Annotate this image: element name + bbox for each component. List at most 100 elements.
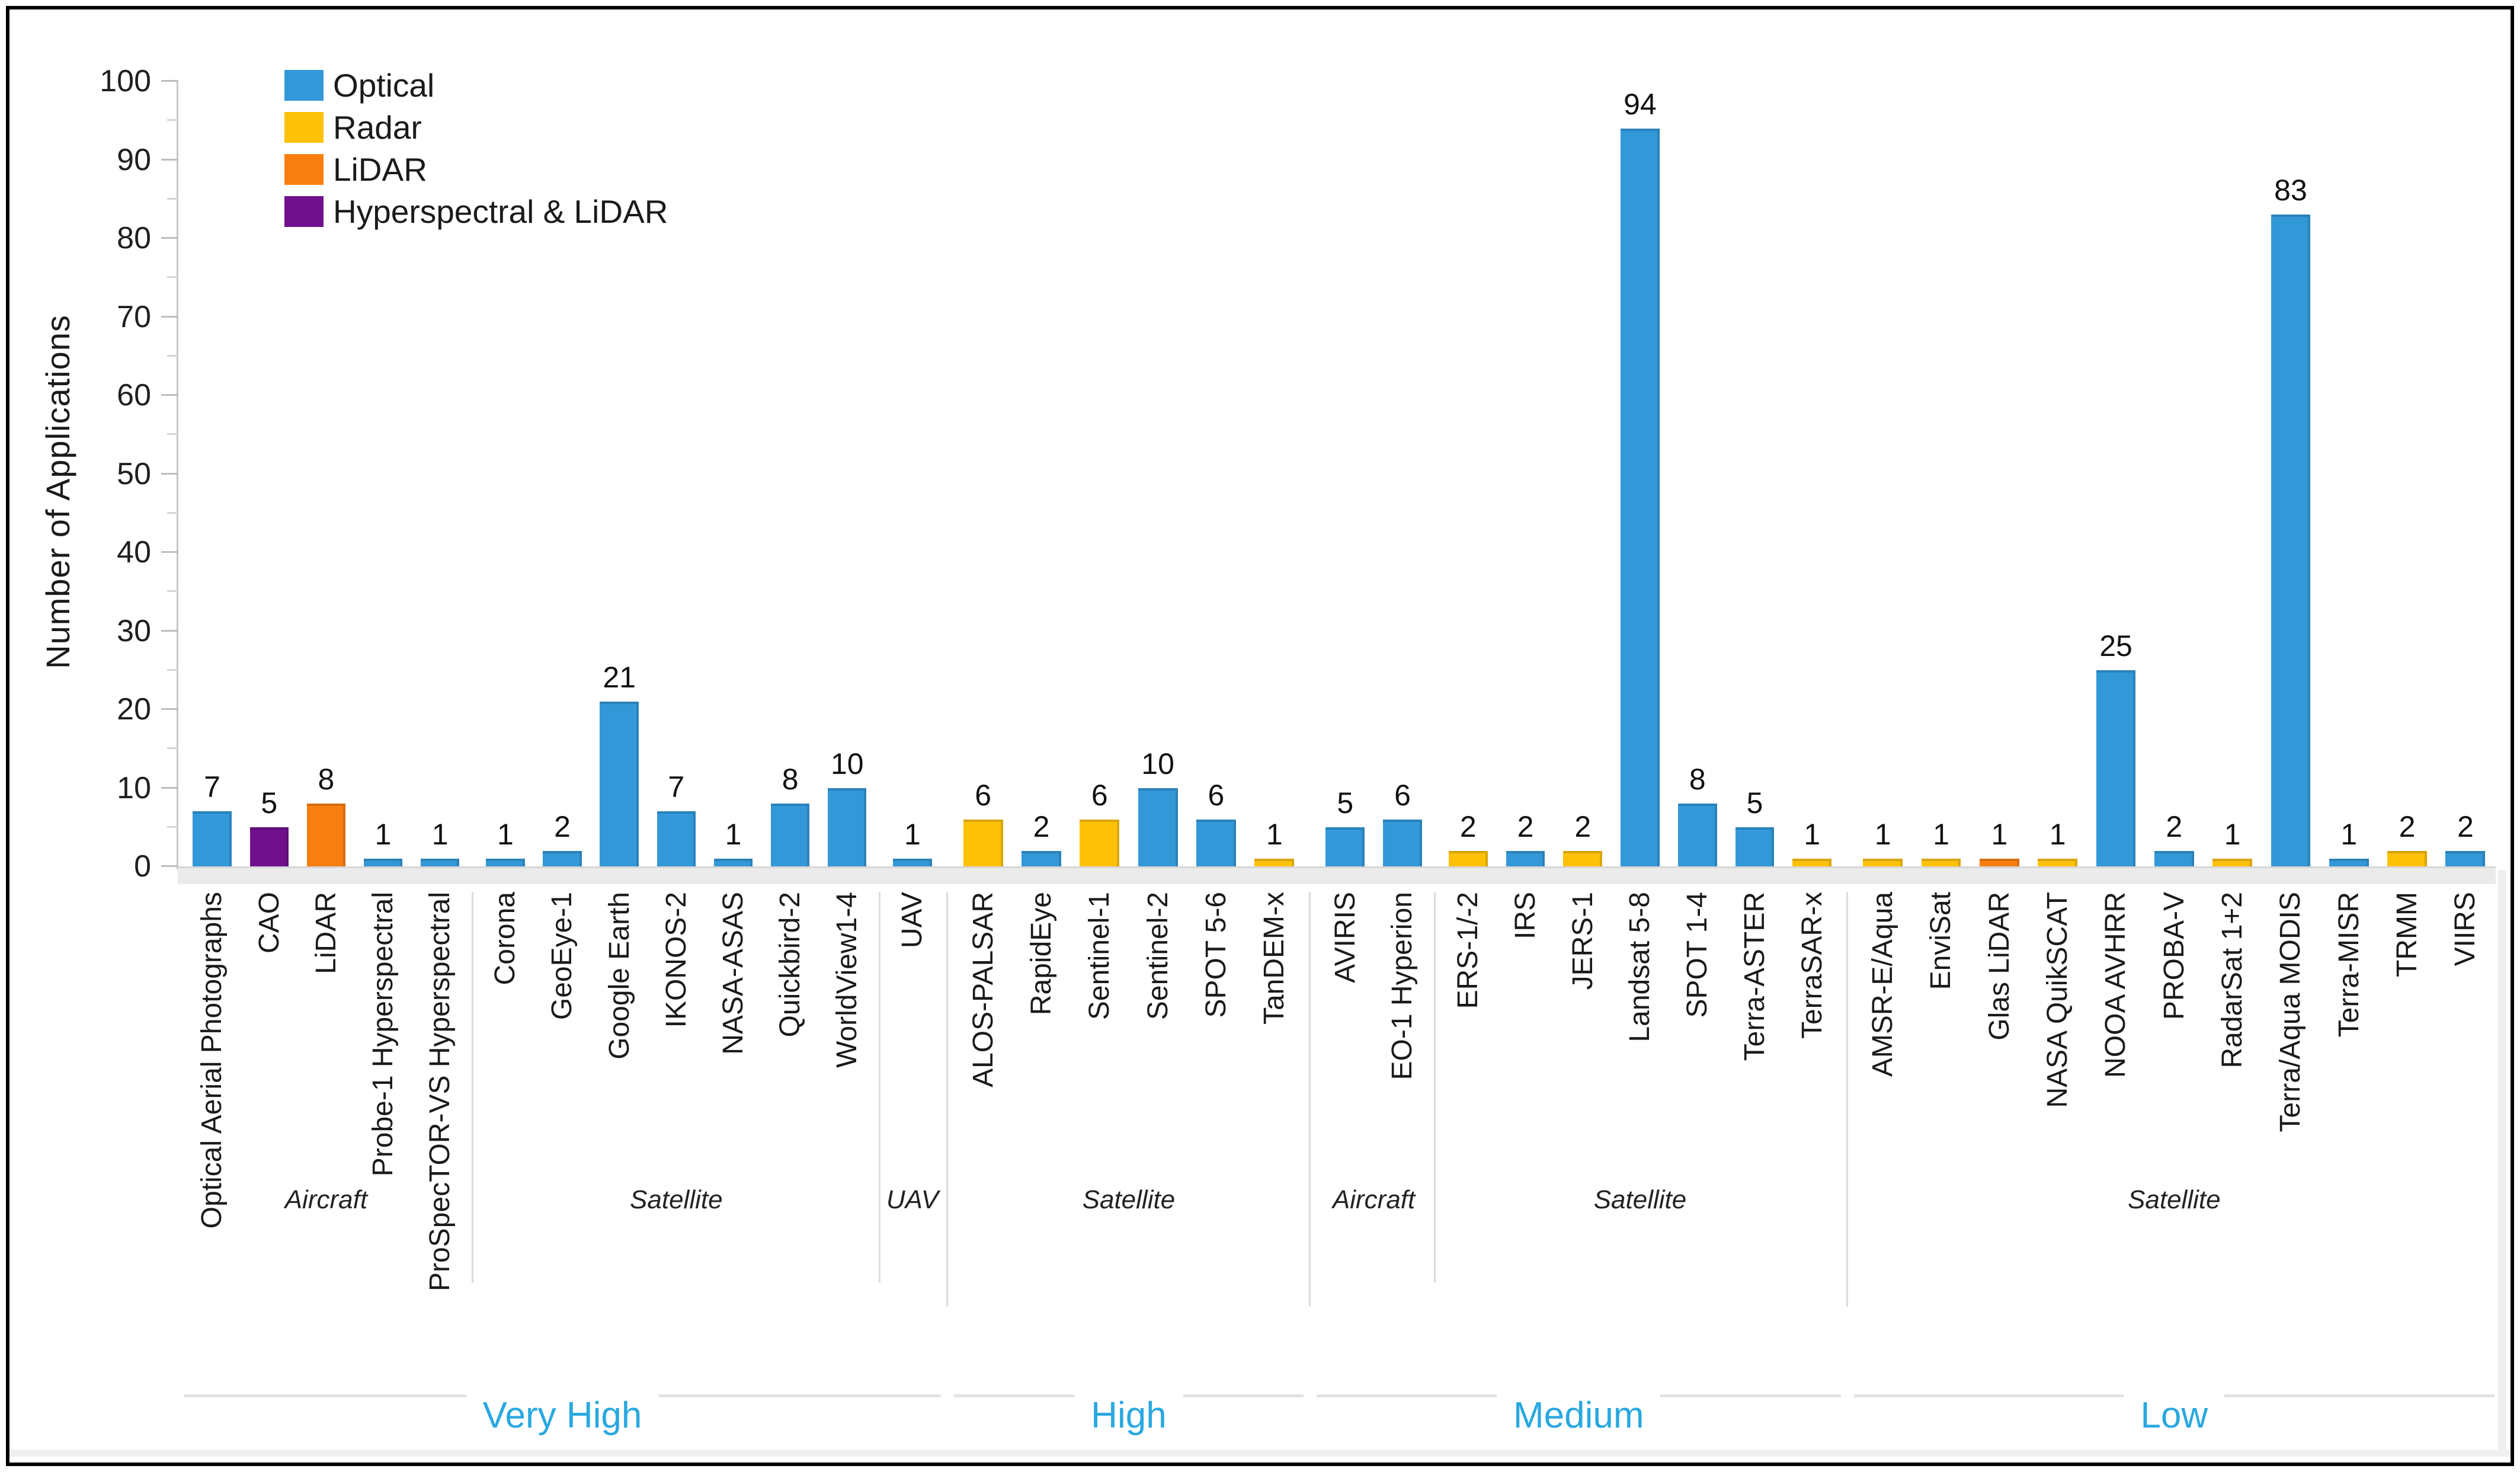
x-axis-label: ALOS-PALSAR [967, 892, 999, 1087]
x-axis-label: NASA QuikSCAT [2042, 892, 2074, 1108]
platform-group-labels: AMSR-E/Aqua EnviSat Glas LiDAR NASA QuikSCA… [1854, 892, 2495, 1458]
bar-slot: 1 [1783, 81, 1841, 866]
bar-value-label: 10 [1141, 747, 1174, 780]
legend-label: LiDAR [333, 151, 427, 188]
x-label-slot: TRMM [2378, 892, 2436, 1458]
bar-value-label: 1 [431, 817, 449, 851]
resolution-row-line [1660, 1394, 1841, 1397]
x-label-slot: ERS-1/-2 [1439, 892, 1497, 1458]
y-axis-tick [167, 276, 178, 279]
bar [600, 701, 639, 866]
bar-value-label: 1 [1991, 817, 2008, 851]
x-label-slot: AVIRIS [1317, 892, 1374, 1458]
y-axis-tick [167, 590, 178, 593]
y-axis-tick-label: 80 [117, 221, 151, 255]
x-axis-label: Terra-MISR [2333, 892, 2365, 1038]
x-axis-label: Quickbird-2 [774, 892, 806, 1038]
bar-value-label: 5 [1337, 786, 1354, 820]
y-axis-tick-label: 70 [117, 299, 151, 334]
bar-slot: 5 [1317, 81, 1374, 866]
x-label-slot: SPOT 1-4 [1669, 892, 1726, 1458]
bar [1863, 858, 1903, 866]
bar-value-label: 1 [1874, 817, 1891, 851]
y-axis-tick [161, 629, 178, 632]
x-label-slot: Google Earth [591, 892, 648, 1458]
resolution-group-cell: Low [1853, 1394, 2495, 1436]
x-label-slot: Glas LiDAR [1970, 892, 2028, 1458]
resolution-group-bars: 6 2 6 10 6 1 [954, 81, 1304, 866]
platform-group-bars: 1 2 21 7 1 8 10 [477, 81, 876, 866]
x-label-slot: NASA-ASAS [705, 892, 761, 1458]
bar-value-label: 2 [2166, 809, 2183, 843]
resolution-group-label: Medium [1513, 1394, 1644, 1436]
x-label-slot: RadarSat 1+2 [2203, 892, 2261, 1458]
y-axis-tick-label: 30 [117, 613, 151, 648]
legend-label: Radar [333, 109, 422, 146]
resolution-row-line [1316, 1394, 1497, 1397]
resolution-group-cell: Medium [1316, 1394, 1841, 1436]
bar-slot: 7 [648, 81, 705, 866]
x-axis-label: IRS [1509, 892, 1541, 940]
bar-slot: 5 [241, 81, 297, 866]
y-axis-tick [167, 511, 178, 514]
bar-slot: 2 [1012, 81, 1070, 866]
bar-slot: 6 [954, 81, 1012, 866]
bar-value-label: 1 [1804, 817, 1821, 851]
group-separator [1434, 892, 1436, 1283]
bar-slot: 25 [2087, 81, 2145, 866]
x-label-slot: WorldView1-4 [819, 892, 876, 1458]
group-separator [1308, 892, 1311, 1307]
bar [2329, 858, 2369, 866]
bar-value-label: 10 [830, 747, 864, 780]
bar [1677, 804, 1717, 866]
bar-value-label: 1 [725, 817, 742, 851]
resolution-row-line [658, 1394, 941, 1397]
bar-slot: 2 [1554, 81, 1612, 866]
x-axis-label: IKONOS-2 [660, 892, 692, 1028]
bar [828, 788, 867, 866]
bar-value-label: 1 [1266, 817, 1283, 851]
x-label-slot: Landsat 5-8 [1612, 892, 1669, 1458]
bar [1506, 850, 1545, 866]
bar [770, 804, 810, 866]
x-axis-label: NASA-ASAS [717, 892, 749, 1055]
resolution-group-cell: Very High [184, 1394, 941, 1436]
x-axis-label: Terra/Aqua MODIS [2275, 892, 2307, 1132]
x-label-slot: IKONOS-2 [648, 892, 705, 1458]
x-label-slot: LiDAR [297, 892, 354, 1458]
x-axis-label: LiDAR [310, 892, 342, 974]
x-axis-label: Landsat 5-8 [1624, 892, 1656, 1042]
x-label-slot: UAV [884, 892, 941, 1458]
bar-value-label: 1 [2049, 817, 2066, 851]
bar-slot: 5 [1726, 81, 1783, 866]
resolution-row-line [2224, 1394, 2495, 1397]
bar-slot: 2 [2378, 81, 2436, 866]
x-axis-label: NOOA AVHRR [2100, 892, 2132, 1078]
bar-value-label: 5 [261, 786, 278, 820]
y-axis-tick [161, 472, 178, 475]
y-axis-tick [161, 786, 178, 789]
legend-swatch [284, 196, 324, 227]
bar [1563, 850, 1603, 866]
x-label-slot: TanDEM-x [1245, 892, 1304, 1458]
resolution-group-bars: 1 1 1 1 25 2 1 83 1 2 2 [1854, 81, 2495, 866]
y-axis-line [177, 80, 178, 869]
x-label-slot: NOOA AVHRR [2087, 892, 2145, 1458]
bar-value-label: 1 [1933, 817, 1949, 851]
bar-slot: 1 [1245, 81, 1304, 866]
bar-slot: 6 [1187, 81, 1245, 866]
bar-slot: 1 [1970, 81, 2028, 866]
x-axis-label: Probe-1 Hyperspectral [367, 892, 399, 1177]
x-axis-label: EO-1 Hyperion [1387, 892, 1418, 1080]
x-label-slot: Corona [477, 892, 534, 1458]
x-axis-label: PROBA-V [2158, 892, 2190, 1020]
bar [2038, 858, 2078, 866]
bar-value-label: 83 [2274, 174, 2307, 207]
group-separator [1846, 892, 1848, 1307]
resolution-group-bars: 7 5 8 1 1 1 2 21 7 1 8 10 1 [184, 81, 941, 866]
bar-slot: 83 [2262, 81, 2320, 866]
y-axis-tick [161, 315, 178, 318]
x-axis-label: Google Earth [603, 892, 635, 1060]
x-label-slot: IRS [1497, 892, 1554, 1458]
